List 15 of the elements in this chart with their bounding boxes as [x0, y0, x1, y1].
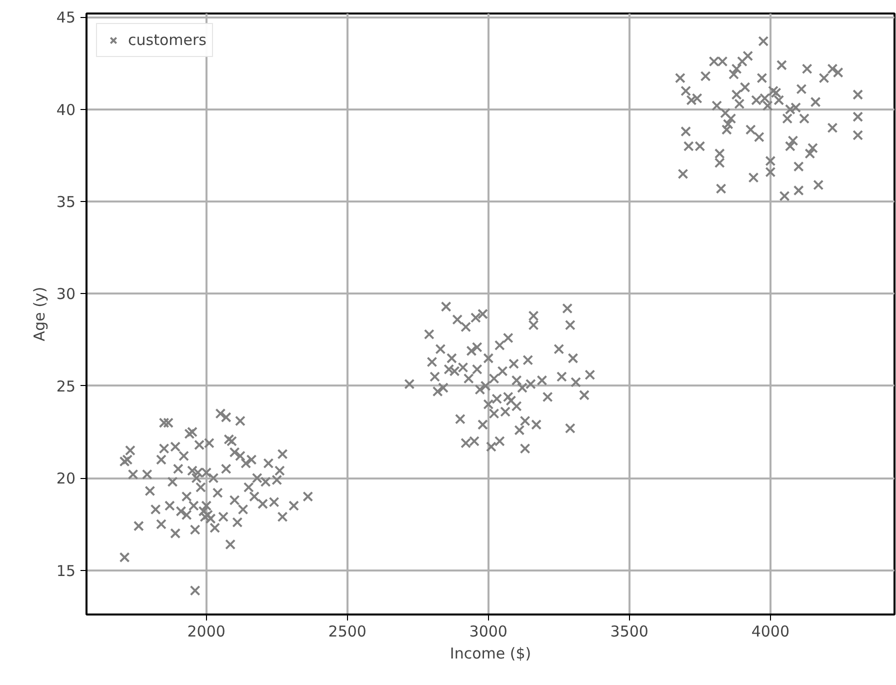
y-tick-label: 40 [56, 100, 76, 119]
y-tick-label: 35 [56, 193, 76, 212]
y-axis-title: Age (y) [30, 286, 48, 342]
y-tick-label: 20 [56, 470, 76, 488]
x-tick-label: 2500 [328, 622, 366, 640]
x-axis-title: Income ($) [450, 644, 532, 662]
legend-label: customers [128, 31, 206, 49]
y-tick-label: 30 [56, 285, 76, 304]
x-tick-label: 4000 [751, 622, 790, 640]
y-tick-label: 15 [56, 562, 76, 580]
x-tick-label: 2000 [187, 622, 226, 640]
y-tick-label: 45 [56, 8, 76, 27]
x-tick-label: 3500 [610, 622, 648, 640]
x-tick-label: 3000 [469, 622, 508, 640]
y-tick-label: 25 [56, 377, 76, 396]
